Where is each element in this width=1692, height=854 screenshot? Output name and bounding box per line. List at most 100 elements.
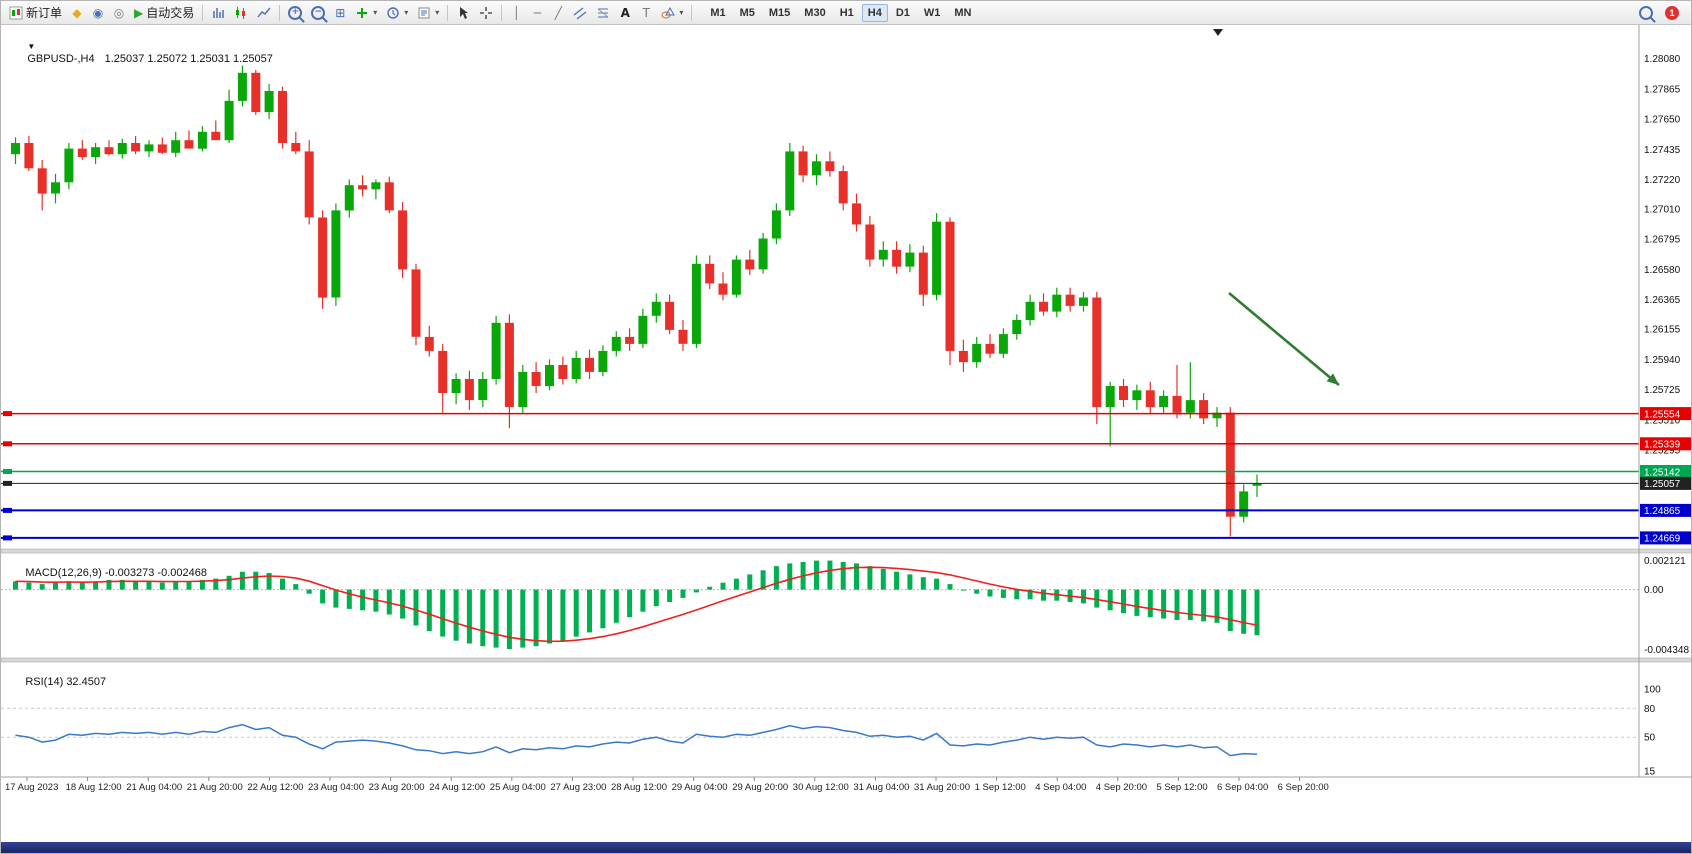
zoom-in-icon: +	[288, 5, 303, 20]
svg-text:21 Aug 04:00: 21 Aug 04:00	[126, 782, 182, 793]
text-icon: A	[620, 5, 630, 20]
macd-name: MACD(12,26,9)	[25, 567, 102, 579]
svg-text:29 Aug 20:00: 29 Aug 20:00	[732, 782, 788, 793]
rsi-axis-tick: 100	[1644, 685, 1661, 696]
svg-text:5 Sep 12:00: 5 Sep 12:00	[1156, 782, 1207, 793]
svg-text:25 Aug 04:00: 25 Aug 04:00	[490, 782, 546, 793]
hline-handle[interactable]	[3, 507, 12, 513]
svg-text:1.27435: 1.27435	[1644, 145, 1681, 156]
price-badge	[1640, 476, 1691, 490]
svg-text:1.27220: 1.27220	[1644, 175, 1681, 186]
profile-icon: ◉	[92, 5, 104, 20]
horizontal-line-button[interactable]: ─	[527, 3, 547, 23]
clock-icon	[387, 6, 399, 19]
rsi-axis-tick: 15	[1644, 767, 1656, 778]
candlestick-chart-button[interactable]	[230, 3, 252, 23]
crosshair-button[interactable]	[475, 3, 497, 23]
chart-canvas[interactable]: 1.28080 1.27865 1.27650 1.27435 1.27220 1.270…	[1, 25, 1692, 854]
autotrading-button[interactable]: ▶ 自动交易	[130, 3, 198, 23]
crosshair-icon	[480, 6, 493, 19]
price-badge	[1640, 437, 1691, 451]
svg-text:31 Aug 04:00: 31 Aug 04:00	[853, 782, 909, 793]
channel-button[interactable]	[569, 3, 591, 23]
notification-badge[interactable]: 1	[1665, 5, 1679, 20]
macd-histogram	[13, 560, 1260, 649]
shapes-button[interactable]: ▾	[657, 3, 687, 23]
market-button[interactable]: ◆	[67, 3, 87, 23]
rsi-name: RSI(14)	[25, 676, 64, 688]
svg-text:1.26155: 1.26155	[1644, 325, 1681, 336]
chevron-down-icon: ▾	[679, 8, 684, 17]
hline-handle[interactable]	[3, 469, 12, 474]
zoom-in-button[interactable]: +	[284, 3, 306, 23]
timeframe-w1[interactable]: W1	[923, 6, 941, 19]
chart-area[interactable]: 1.28080 1.27865 1.27650 1.27435 1.27220 1.270…	[1, 25, 1692, 854]
cursor-button[interactable]	[452, 3, 474, 23]
fibonacci-button[interactable]	[592, 3, 614, 23]
tile-windows-icon: ⊞	[335, 5, 346, 20]
timeframe-m5[interactable]: M5	[739, 6, 755, 19]
market-icon: ◆	[72, 5, 82, 20]
new-order-label: 新订单	[26, 6, 63, 20]
timeframe-h4[interactable]: H4	[861, 3, 888, 22]
svg-text:1.26795: 1.26795	[1644, 235, 1681, 246]
template-icon	[418, 7, 430, 18]
tile-windows-button[interactable]: ⊞	[330, 3, 350, 23]
toolbar-separator	[691, 4, 693, 21]
svg-text:21 Aug 20:00: 21 Aug 20:00	[187, 782, 243, 793]
new-order-button[interactable]: 新订单	[5, 3, 66, 23]
taskbar-strip	[1, 842, 1691, 853]
zoom-out-button[interactable]: −	[307, 3, 329, 23]
support-icon: ◎	[113, 5, 125, 20]
pane-divider[interactable]	[1, 657, 1692, 663]
macd-values: -0.003273 -0.002468	[104, 567, 207, 579]
toolbar-separator	[202, 4, 204, 21]
vertical-line-icon: │	[512, 5, 520, 20]
svg-text:28 Aug 12:00: 28 Aug 12:00	[611, 782, 667, 793]
price-badge	[1640, 407, 1691, 421]
text-button[interactable]: A	[615, 3, 635, 23]
hline-handle[interactable]	[3, 535, 12, 541]
fibonacci-icon	[598, 8, 609, 17]
svg-text:4 Sep 04:00: 4 Sep 04:00	[1035, 782, 1086, 793]
horizontal-line-icon: ─	[533, 5, 541, 20]
symbol-text: GBPUSD-,H4	[27, 53, 95, 65]
vertical-line-button[interactable]: │	[506, 3, 526, 23]
svg-text:1.27650: 1.27650	[1644, 115, 1681, 126]
bar-chart-button[interactable]	[207, 3, 229, 23]
time-axis[interactable]: 17 Aug 2023 18 Aug 12:00 21 Aug 04:00 21 Au…	[5, 777, 1329, 793]
indicators-button[interactable]: ▾	[351, 3, 381, 23]
hline-handle[interactable]	[3, 480, 12, 486]
hline-handle[interactable]	[3, 441, 12, 447]
timeframe-group: M1 M5 M15 M30 H1 H4 D1 W1 MN	[704, 3, 977, 22]
text-label-button[interactable]: T	[636, 3, 656, 23]
trendline-button[interactable]: ╱	[548, 3, 568, 23]
support-button[interactable]: ◎	[109, 3, 129, 23]
timeframe-h1[interactable]: H1	[839, 6, 854, 19]
svg-text:1.25940: 1.25940	[1644, 355, 1681, 366]
line-chart-button[interactable]	[253, 3, 275, 23]
timeframe-m1[interactable]: M1	[710, 6, 726, 19]
search-icon[interactable]	[1639, 5, 1653, 20]
svg-text:4 Sep 20:00: 4 Sep 20:00	[1096, 782, 1147, 793]
autotrading-label: 自动交易	[146, 6, 195, 20]
svg-text:1.25142: 1.25142	[1644, 467, 1681, 478]
periods-button[interactable]: ▾	[382, 3, 412, 23]
profile-button[interactable]: ◉	[88, 3, 108, 23]
svg-text:6 Sep 04:00: 6 Sep 04:00	[1217, 782, 1268, 793]
symbol-dropdown-icon[interactable]: ▼	[27, 42, 36, 51]
trend-arrow[interactable]	[1228, 292, 1340, 386]
pane-divider[interactable]	[1, 548, 1692, 554]
timeframe-mn[interactable]: MN	[954, 6, 972, 19]
templates-button[interactable]: ▾	[413, 3, 443, 23]
timeframe-m30[interactable]: M30	[804, 6, 826, 19]
timeframe-d1[interactable]: D1	[895, 6, 910, 19]
timeframe-m15[interactable]: M15	[768, 6, 791, 19]
hline-handle[interactable]	[3, 411, 12, 417]
trend-arrow-head	[1326, 373, 1339, 385]
autotrading-play-icon: ▶	[134, 5, 144, 20]
svg-text:6 Sep 20:00: 6 Sep 20:00	[1278, 782, 1329, 793]
macd-axis-tick: 0.002121	[1644, 556, 1686, 567]
svg-text:30 Aug 12:00: 30 Aug 12:00	[793, 782, 849, 793]
chevron-down-icon: ▾	[435, 8, 440, 17]
